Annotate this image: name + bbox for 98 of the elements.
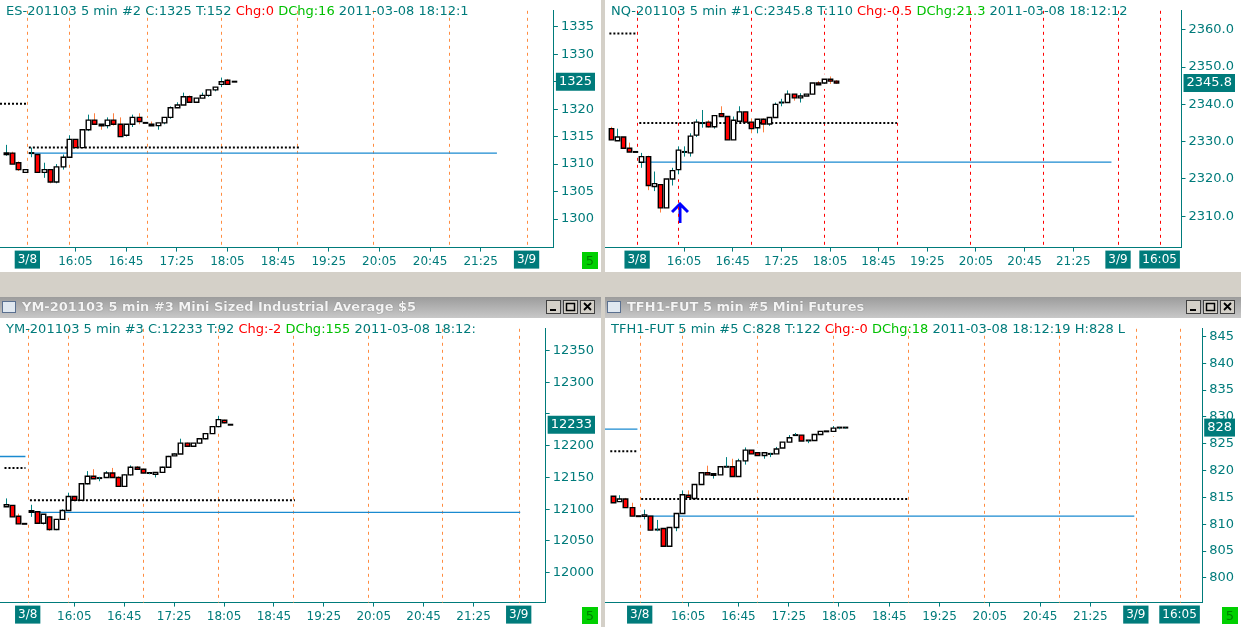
x-tick-label: 19:25 (910, 253, 945, 268)
text: 3/9 (1126, 606, 1146, 621)
y-tick-label: 12100 (552, 500, 594, 516)
x-tick-label: 16:05 (670, 608, 706, 623)
text: 5 (1222, 607, 1238, 624)
y-tick-label: 1335 (560, 18, 595, 34)
x-tick-label: 21:25 (1073, 608, 1108, 623)
annotation: Chg:-0 (824, 321, 868, 336)
y-tick-label: 835 (1209, 381, 1235, 397)
text: 3/8 (630, 606, 650, 621)
annotation: 2011-03-08 18:12:1 (338, 3, 469, 18)
x-tick-label: 21:25 (463, 253, 499, 268)
x-tick-label: 16:45 (108, 253, 144, 268)
y-tick-label: 1305 (560, 182, 595, 198)
x-tick-label: 17:25 (159, 253, 195, 268)
x-tick-label: 20:05 (972, 608, 1008, 623)
x-tick-label: 16:45 (715, 253, 751, 268)
annotation: 2011-03-08 18:12: (354, 321, 476, 336)
annotation: 2011-03-08 18:12:12 (989, 3, 1128, 18)
text: 5 (582, 252, 598, 269)
text: 3/9 (509, 606, 529, 621)
x-tick-label: 21:25 (456, 608, 491, 623)
y-tick-label: 800 (1209, 569, 1235, 585)
x-tick-label: 20:45 (406, 608, 441, 623)
y-tick-label: 1300 (560, 210, 595, 226)
x-tick-label: 16:05 (57, 608, 92, 623)
x-tick-label: 20:05 (362, 253, 397, 268)
annotation: 2011-03-08 18:12:19 H:828 L (932, 321, 1126, 336)
annotation: Chg:-0.5 (857, 3, 913, 18)
chart-title: TFH1-FUT 5 min #5 Mini Futures (627, 299, 865, 314)
text: 12233 (550, 416, 592, 432)
y-tick-label: 2330.0 (1188, 133, 1235, 149)
annotation: Chg:-2 (238, 321, 282, 336)
y-tick-label: 1330 (560, 45, 595, 61)
chart-subtitle: ES-201103 5 min #2 C:1325 T:152 (6, 3, 232, 18)
x-tick-label: 18:45 (256, 608, 292, 623)
x-tick-label: 18:45 (871, 608, 907, 623)
text: 3/8 (17, 251, 38, 266)
x-tick-label: 19:25 (306, 608, 342, 623)
x-tick-label: 19:25 (922, 608, 957, 623)
y-tick-label: 2340.0 (1188, 95, 1235, 111)
x-tick-label: 20:05 (356, 608, 392, 623)
text: 1325 (558, 73, 593, 89)
y-tick-label: 12050 (552, 532, 594, 548)
x-tick-label: 16:05 (58, 253, 93, 268)
text: 3/8 (627, 251, 647, 266)
x-tick-label: 20:05 (958, 253, 994, 268)
x-tick-label: 19:25 (311, 253, 347, 268)
y-tick-label: 12000 (552, 564, 594, 580)
x-tick-label: 17:25 (771, 608, 807, 623)
y-tick-label: 2310.0 (1188, 207, 1235, 223)
y-tick-label: 2350.0 (1188, 58, 1235, 74)
y-tick-label: 1320 (560, 100, 595, 116)
y-tick-label: 12300 (552, 373, 594, 389)
annotation: Chg:0 (235, 3, 275, 18)
x-tick-label: 17:25 (764, 253, 799, 268)
text: 3/9 (516, 251, 537, 266)
x-tick-label: 18:05 (206, 608, 242, 623)
annotation: DChg:21.3 (916, 3, 986, 18)
chart-subtitle: NQ-201103 5 min #1 C:2345.8 T:110 (611, 3, 853, 18)
y-tick-label: 820 (1209, 461, 1235, 477)
x-tick-label: 20:45 (412, 253, 448, 268)
annotation: DChg:16 (278, 3, 335, 18)
text: 2345.8 (1186, 74, 1233, 90)
y-tick-label: 12200 (552, 437, 594, 453)
x-tick-label: 20:45 (1007, 253, 1042, 268)
text: 5 (582, 607, 598, 624)
y-tick-label: 810 (1209, 515, 1235, 531)
x-tick-label: 18:05 (821, 608, 857, 623)
chart-subtitle: YM-201103 5 min #3 C:12233 T:92 (6, 321, 235, 336)
y-tick-label: 1310 (560, 155, 595, 171)
y-tick-label: 2360.0 (1188, 21, 1235, 37)
text: 3/8 (18, 606, 38, 621)
y-tick-label: 2320.0 (1188, 170, 1235, 186)
x-tick-label: 18:45 (260, 253, 296, 268)
y-tick-label: 12350 (552, 341, 594, 357)
x-tick-label: 18:05 (210, 253, 245, 268)
y-tick-label: 840 (1209, 354, 1235, 370)
y-tick-label: 805 (1209, 542, 1235, 558)
chart-subtitle: TFH1-FUT 5 min #5 C:828 T:122 (611, 321, 821, 336)
annotation: DChg:155 (285, 321, 351, 336)
x-tick-label: 21:25 (1055, 253, 1091, 268)
y-tick-label: 1315 (560, 127, 595, 143)
y-tick-label: 815 (1209, 488, 1235, 504)
y-tick-label: 845 (1209, 327, 1235, 343)
x-tick-label: 16:05 (666, 253, 702, 268)
x-tick-label: 16:45 (106, 608, 142, 623)
x-tick-label: 20:45 (1022, 608, 1058, 623)
chart-title: YM-201103 5 min #3 Mini Sized Industrial Average $5 (22, 299, 417, 314)
text: 828 (1207, 418, 1233, 434)
annotation: DChg:18 (871, 321, 929, 336)
x-tick-label: 18:05 (812, 253, 848, 268)
x-tick-label: 18:45 (861, 253, 896, 268)
text: 3/9 (1108, 251, 1128, 266)
x-tick-label: 17:25 (156, 608, 192, 623)
y-tick-label: 825 (1209, 435, 1235, 451)
y-tick-label: 12150 (552, 468, 594, 484)
x-tick-label: 16:45 (721, 608, 756, 623)
